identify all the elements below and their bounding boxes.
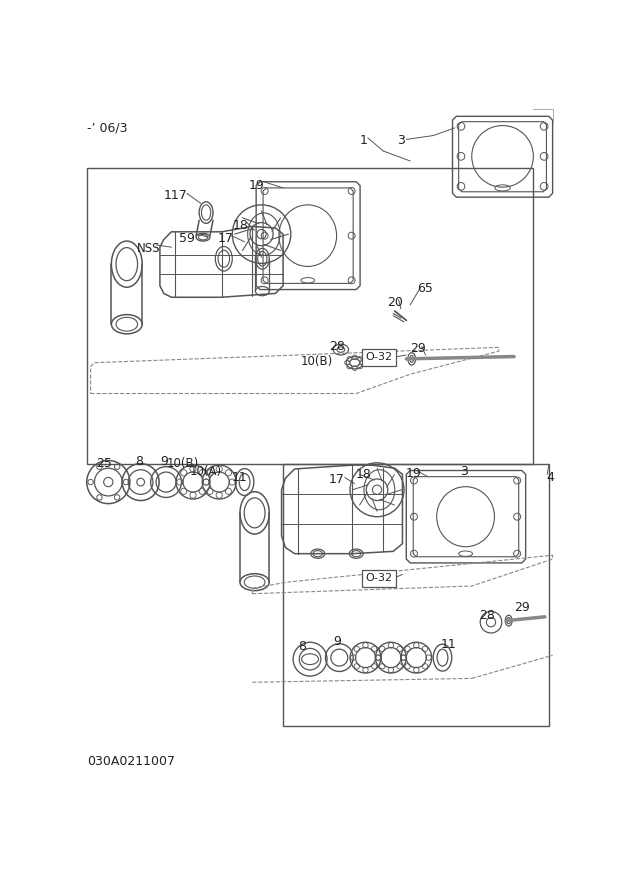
Text: 59: 59 bbox=[179, 232, 195, 244]
Bar bbox=[87, 168, 533, 464]
Text: 65: 65 bbox=[418, 282, 433, 295]
Text: 25: 25 bbox=[97, 457, 112, 470]
Text: 8: 8 bbox=[135, 455, 143, 468]
Text: NSS: NSS bbox=[137, 242, 161, 255]
Text: O-32: O-32 bbox=[366, 574, 393, 583]
Text: 29: 29 bbox=[514, 601, 529, 615]
Text: 18: 18 bbox=[356, 468, 372, 481]
Text: 1: 1 bbox=[360, 134, 368, 147]
Text: 18: 18 bbox=[233, 219, 249, 231]
Text: 29: 29 bbox=[410, 342, 426, 355]
Text: 11: 11 bbox=[441, 637, 456, 650]
Bar bbox=[283, 464, 549, 726]
Text: 17: 17 bbox=[218, 232, 233, 244]
Text: 28: 28 bbox=[479, 609, 495, 622]
Text: 3: 3 bbox=[397, 134, 405, 147]
Text: 10(B): 10(B) bbox=[301, 355, 333, 368]
Text: 030A0211007: 030A0211007 bbox=[87, 755, 175, 768]
Text: -’ 06/3: -’ 06/3 bbox=[87, 121, 127, 134]
Text: 10(A): 10(A) bbox=[190, 465, 222, 478]
Text: 10(B): 10(B) bbox=[167, 457, 199, 471]
Text: 9: 9 bbox=[333, 635, 341, 648]
Text: O-32: O-32 bbox=[366, 353, 393, 362]
Text: 8: 8 bbox=[298, 640, 306, 653]
Text: 28: 28 bbox=[329, 340, 345, 353]
Text: 19: 19 bbox=[248, 179, 264, 192]
Text: 4: 4 bbox=[546, 471, 554, 484]
Text: 17: 17 bbox=[329, 473, 345, 485]
Text: 9: 9 bbox=[160, 455, 167, 468]
Text: 20: 20 bbox=[387, 296, 402, 309]
Text: 3: 3 bbox=[460, 465, 468, 478]
Text: 11: 11 bbox=[231, 471, 247, 484]
Text: 117: 117 bbox=[164, 189, 187, 203]
Text: 19: 19 bbox=[406, 467, 422, 479]
